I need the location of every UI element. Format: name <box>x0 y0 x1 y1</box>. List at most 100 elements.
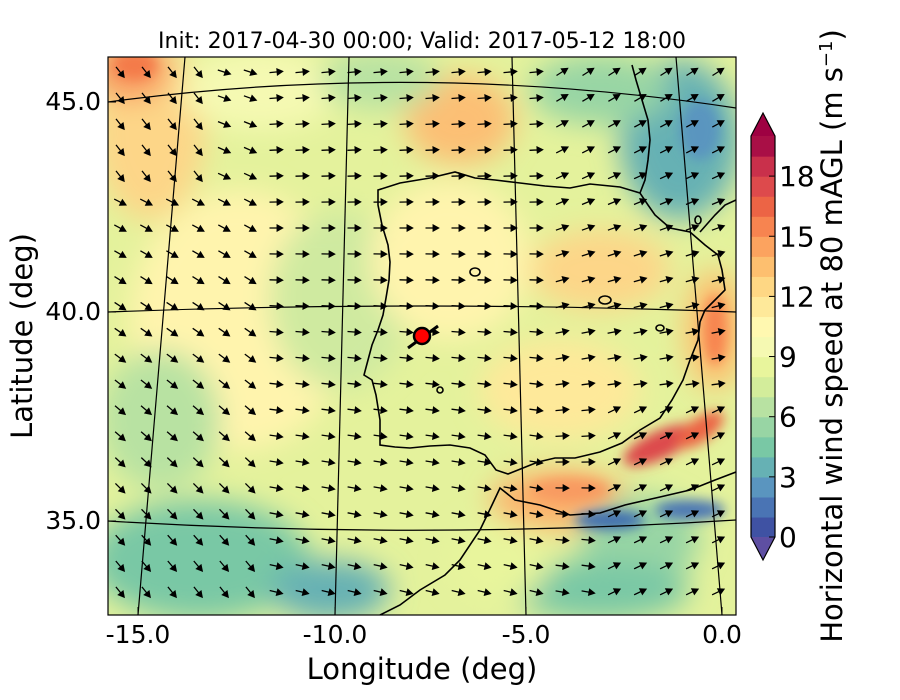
wind-vector-arrow <box>295 198 310 207</box>
wind-vector-arrow <box>581 458 596 467</box>
wind-vector-arrow <box>269 302 284 310</box>
wind-vector-arrow <box>659 536 674 544</box>
wind-vector-arrow <box>659 172 674 180</box>
wind-vector-arrow <box>607 510 622 518</box>
wind-vector-arrow <box>399 562 414 571</box>
wind-vector-arrow <box>529 146 544 154</box>
wind-vector-arrow <box>373 406 388 415</box>
wind-vector-arrow <box>140 431 152 442</box>
wind-vector-arrow <box>244 250 257 258</box>
wind-vector-arrow <box>217 198 232 206</box>
wind-vector-arrow <box>167 144 177 157</box>
wind-vector-arrow <box>451 120 466 128</box>
wind-vector-arrow <box>425 588 440 597</box>
wind-vector-arrow <box>347 536 362 545</box>
wind-vector-arrow <box>114 327 127 337</box>
wind-vector-arrow <box>582 67 595 77</box>
wind-vector-arrow <box>607 536 622 544</box>
wind-vector-arrow <box>114 353 127 363</box>
wind-vector-arrow <box>529 588 544 597</box>
wind-vector-arrow <box>217 146 232 154</box>
wind-vector-arrow <box>556 67 569 77</box>
wind-vector-arrow <box>295 406 310 415</box>
wind-vector-arrow <box>243 198 258 206</box>
wind-vector-arrow <box>477 276 492 284</box>
y-tick-label: 40.0 <box>45 297 101 326</box>
site-marker[interactable] <box>412 326 432 346</box>
wind-vector-arrow <box>295 146 310 154</box>
wind-vector-arrow <box>503 588 518 597</box>
wind-vector-arrow <box>607 562 622 570</box>
wind-vector-arrow <box>685 250 700 258</box>
wind-vector-arrow <box>685 536 700 544</box>
wind-vector-arrow <box>373 588 388 597</box>
wind-vector-arrow <box>685 562 700 570</box>
wind-vector-arrow <box>477 406 492 415</box>
map-area <box>108 57 736 615</box>
wind-vector-arrow <box>581 379 596 388</box>
wind-vector-arrow <box>140 353 153 363</box>
wind-vector-arrow <box>269 484 284 492</box>
colorbar-segment <box>751 216 775 237</box>
wind-vector-arrow <box>659 458 674 466</box>
wind-vector-arrow <box>529 354 544 363</box>
wind-vector-arrow <box>192 327 205 337</box>
wind-vector-arrow <box>399 328 414 337</box>
wind-vector-arrow <box>425 380 440 389</box>
wind-vector-arrow <box>451 67 466 76</box>
wind-vector-arrow <box>607 432 622 440</box>
wind-vector-arrow <box>581 405 596 414</box>
wind-vector-arrow <box>711 301 726 310</box>
wind-vector-arrow <box>295 354 310 363</box>
wind-vector-arrow <box>685 146 700 154</box>
x-tick-label: -5.0 <box>502 620 551 649</box>
wind-vector-arrow <box>113 198 128 206</box>
wind-vector-arrow <box>347 328 362 337</box>
wind-vector-arrow <box>321 172 336 180</box>
wind-vector-arrow <box>269 432 284 440</box>
wind-vector-arrow <box>321 198 336 207</box>
wind-vector-arrow <box>347 484 362 492</box>
wind-vector-arrow <box>425 458 440 466</box>
wind-vector-arrow <box>114 250 127 258</box>
wind-vector-arrow <box>218 405 231 416</box>
wind-vector-arrow <box>321 588 336 597</box>
wind-vector-arrow <box>321 120 336 128</box>
wind-vector-arrow <box>141 92 151 105</box>
wind-vector-arrow <box>269 328 284 337</box>
wind-vector-arrow <box>269 458 284 466</box>
wind-vector-arrow <box>633 432 648 440</box>
wind-vector-arrow <box>347 380 362 389</box>
wind-vector-arrow <box>166 405 179 416</box>
wind-vector-arrow <box>244 482 256 494</box>
wind-vector-arrow <box>269 120 284 128</box>
wind-vector-arrow <box>399 198 414 207</box>
wind-vector-arrow <box>321 302 336 310</box>
wind-vector-arrow <box>218 301 231 311</box>
wind-vector-arrow <box>425 536 440 545</box>
wind-vector-arrow <box>581 301 596 310</box>
wind-vector-arrow <box>141 586 151 599</box>
wind-vector-arrow <box>193 170 203 183</box>
wind-vector-arrow <box>477 120 492 128</box>
wind-vector-arrow <box>607 406 622 414</box>
wind-vector-arrow <box>243 172 258 180</box>
wind-vector-arrow <box>347 458 362 466</box>
wind-vector-arrow <box>633 354 648 362</box>
wind-vector-arrow <box>633 379 648 388</box>
wind-vector-arrow <box>555 432 570 440</box>
wind-vector-arrow <box>477 172 492 180</box>
wind-vector-arrow <box>477 432 492 440</box>
wind-vector-arrow <box>685 354 700 362</box>
wind-vector-arrow <box>269 380 284 389</box>
wind-vector-arrow <box>451 458 466 466</box>
wind-vector-arrow <box>243 94 258 102</box>
wind-vector-arrow <box>451 484 466 492</box>
x-axis: -15.0 -10.0 -5.0 0.0 Longitude (deg) <box>106 607 742 686</box>
wind-vector-arrow <box>219 534 230 546</box>
wind-vector-arrow <box>217 172 232 180</box>
wind-vector-arrow <box>347 510 362 519</box>
wind-vector-arrow <box>477 510 492 519</box>
wind-vector-arrow <box>218 379 231 389</box>
wind-vector-arrow <box>321 93 336 102</box>
